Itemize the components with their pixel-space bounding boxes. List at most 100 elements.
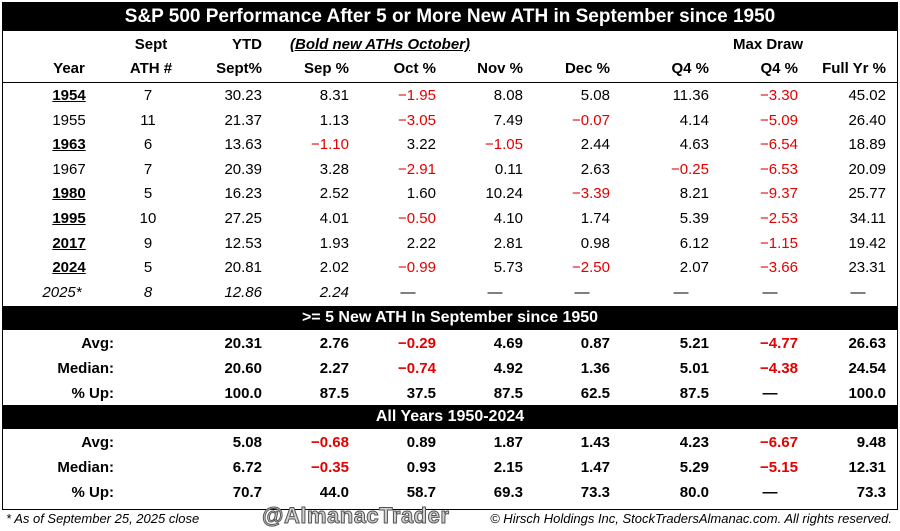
cell-ath: 9 xyxy=(143,234,153,252)
section2-cell-full: 73.3 xyxy=(856,483,886,501)
cell-ytd: 21.37 xyxy=(224,111,262,129)
section2-cell-maxdraw: −6.67 xyxy=(760,434,798,451)
cell-nov: — xyxy=(487,283,503,301)
table-frame xyxy=(2,2,898,510)
cell-q4: −0.25 xyxy=(671,160,709,178)
cell-year: 1963 xyxy=(52,136,86,154)
header-top-1: Sept xyxy=(134,36,168,53)
cell-full: 25.77 xyxy=(848,185,886,203)
cell-oct: −3.05 xyxy=(398,111,436,129)
cell-oct: 3.22 xyxy=(406,136,436,154)
column-header-ytd: Sept% xyxy=(216,60,262,77)
section1-cell-dec: 1.36 xyxy=(580,359,610,377)
cell-nov: 0.11 xyxy=(494,160,523,178)
header-top-2: YTD xyxy=(232,36,262,53)
column-header-oct: Oct % xyxy=(393,60,436,77)
cell-maxdraw: −6.54 xyxy=(760,136,798,154)
section1-cell-nov: 87.5 xyxy=(493,384,523,402)
cell-full: 20.09 xyxy=(848,160,886,178)
cell-full: 23.31 xyxy=(848,259,886,277)
cell-ytd: 20.81 xyxy=(224,259,262,277)
section1-cell-sep: 2.76 xyxy=(319,335,349,352)
cell-dec: 2.63 xyxy=(580,160,610,178)
section1-cell-oct: −0.29 xyxy=(398,335,436,352)
section2-cell-ytd: 6.72 xyxy=(232,458,262,476)
cell-sep: 2.52 xyxy=(319,185,349,203)
section2-cell-dec: 73.3 xyxy=(580,483,610,501)
section1-cell-oct: 37.5 xyxy=(406,384,436,402)
cell-ath: 11 xyxy=(140,111,156,129)
cell-year: 1967 xyxy=(52,160,86,178)
section2-cell-label: % Up: xyxy=(71,483,115,501)
cell-year: 1995 xyxy=(52,210,86,227)
column-header-ath: ATH # xyxy=(129,60,173,77)
cell-ytd: 16.23 xyxy=(224,185,262,203)
column-header-nov: Nov % xyxy=(477,60,523,77)
section1-cell-full: 100.0 xyxy=(848,384,886,402)
cell-sep: 1.13 xyxy=(319,111,349,129)
section1-cell-oct: −0.74 xyxy=(398,359,436,377)
section2-cell-ytd: 5.08 xyxy=(232,434,262,451)
cell-ytd: 30.23 xyxy=(224,87,262,104)
cell-q4: 5.39 xyxy=(679,210,709,227)
cell-sep: 2.02 xyxy=(319,259,349,277)
section1-cell-nov: 4.69 xyxy=(493,335,523,352)
cell-q4: 4.63 xyxy=(679,136,709,154)
cell-oct: −2.91 xyxy=(398,160,436,178)
cell-dec: −3.39 xyxy=(572,185,610,203)
cell-dec: 0.98 xyxy=(580,234,610,252)
cell-full: 45.02 xyxy=(848,87,886,104)
section2-cell-sep: −0.68 xyxy=(311,434,349,451)
cell-sep: 2.24 xyxy=(319,283,349,301)
cell-full: 19.42 xyxy=(848,234,886,252)
cell-nov: −1.05 xyxy=(485,136,523,154)
copyright-notice: © Hirsch Holdings Inc, StockTradersAlman… xyxy=(490,511,892,526)
cell-nov: 7.49 xyxy=(493,111,523,129)
column-header-full: Full Yr % xyxy=(822,60,886,77)
section1-cell-dec: 0.87 xyxy=(580,335,610,352)
cell-nov: 4.10 xyxy=(493,210,523,227)
cell-nov: 8.08 xyxy=(493,87,523,104)
header-top-3: (Bold new ATHs October) xyxy=(290,36,470,53)
cell-dec: 1.74 xyxy=(580,210,610,227)
section1-cell-ytd: 100.0 xyxy=(224,384,262,402)
header-top-8: Max Draw xyxy=(732,36,804,53)
cell-maxdraw: −5.09 xyxy=(760,111,798,129)
cell-year: 2025* xyxy=(42,283,82,301)
section2-cell-full: 9.48 xyxy=(856,434,886,451)
section1-cell-dec: 62.5 xyxy=(580,384,610,402)
cell-ath: 6 xyxy=(143,136,153,154)
cell-sep: 8.31 xyxy=(319,87,349,104)
section2-cell-q4: 5.29 xyxy=(679,458,709,476)
section2-cell-label: Avg: xyxy=(81,434,114,451)
section2-cell-ytd: 70.7 xyxy=(232,483,262,501)
section1-cell-full: 26.63 xyxy=(848,335,886,352)
cell-maxdraw: −2.53 xyxy=(760,210,798,227)
section1-cell-q4: 87.5 xyxy=(679,384,709,402)
section2-cell-nov: 69.3 xyxy=(493,483,523,501)
cell-nov: 2.81 xyxy=(493,234,523,252)
section2-cell-dec: 1.43 xyxy=(580,434,610,451)
section2-cell-nov: 2.15 xyxy=(493,458,523,476)
section2-cell-maxdraw: — xyxy=(762,483,778,501)
cell-oct: −0.50 xyxy=(398,210,436,227)
column-header-q4: Q4 % xyxy=(671,60,709,77)
section2-cell-full: 12.31 xyxy=(848,458,886,476)
cell-maxdraw: −3.30 xyxy=(760,87,798,104)
cell-ath: 5 xyxy=(143,185,153,203)
cell-nov: 10.24 xyxy=(485,185,523,203)
section1-cell-nov: 4.92 xyxy=(493,359,523,377)
cell-oct: −1.95 xyxy=(398,87,436,104)
cell-oct: 1.60 xyxy=(406,185,436,203)
cell-q4: 4.14 xyxy=(679,111,709,129)
cell-q4: 11.36 xyxy=(672,87,709,104)
column-header-year: Year xyxy=(53,60,85,77)
cell-full: 18.89 xyxy=(848,136,886,154)
section1-cell-sep: 87.5 xyxy=(319,384,349,402)
cell-sep: 1.93 xyxy=(319,234,349,252)
section2-title-band: All Years 1950-2024 xyxy=(3,405,897,429)
cell-full: 34.11 xyxy=(849,210,886,227)
section2-cell-nov: 1.87 xyxy=(493,434,523,451)
cell-ath: 8 xyxy=(143,283,153,301)
